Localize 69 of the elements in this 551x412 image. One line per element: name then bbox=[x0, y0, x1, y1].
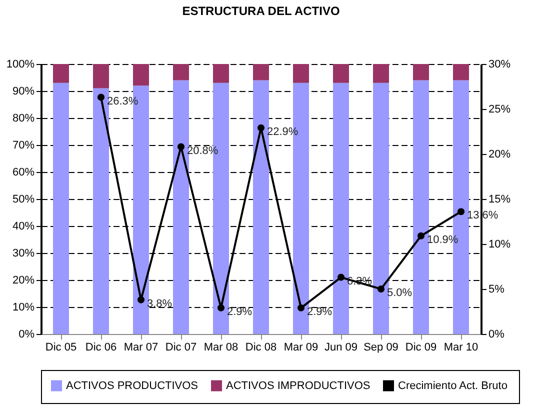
x-tick-label: Dic 07 bbox=[165, 342, 197, 354]
point bbox=[97, 94, 105, 101]
bar bbox=[93, 64, 109, 88]
chart-title: ESTRUCTURA DEL ACTIVO bbox=[182, 4, 340, 18]
point bbox=[337, 274, 345, 281]
data-label: 2.9% bbox=[227, 306, 252, 318]
y-tick-label: 10% bbox=[12, 302, 35, 314]
x-tick-label: Dic 09 bbox=[405, 342, 437, 354]
y-tick-label: 20% bbox=[12, 274, 35, 286]
y-tick-label: 100% bbox=[6, 58, 35, 70]
data-label: 3.8% bbox=[147, 298, 172, 310]
y-tick-label: 70% bbox=[12, 140, 35, 152]
point bbox=[217, 304, 225, 312]
data-label: 10.9% bbox=[427, 234, 458, 246]
data-label: 2.9% bbox=[307, 306, 332, 318]
x-tick-label: Mar 09 bbox=[284, 342, 318, 354]
bar bbox=[173, 64, 189, 80]
y-tick-label: 80% bbox=[12, 112, 35, 124]
point bbox=[137, 296, 145, 304]
legend-label: ACTIVOS IMPRODUCTIVOS bbox=[226, 380, 370, 392]
bar bbox=[133, 64, 149, 86]
y2-tick-label: 0% bbox=[488, 328, 505, 340]
point bbox=[177, 143, 185, 150]
data-label: 22.9% bbox=[267, 126, 298, 138]
bar bbox=[93, 88, 109, 334]
x-tick-label: Mar 07 bbox=[124, 342, 158, 354]
bar bbox=[413, 80, 429, 334]
y-tick-label: 0% bbox=[18, 328, 35, 340]
x-tick-label: Dic 05 bbox=[45, 342, 77, 354]
data-label: 5.0% bbox=[387, 287, 412, 299]
point bbox=[417, 232, 425, 240]
bar bbox=[373, 64, 389, 83]
y-tick-label: 40% bbox=[12, 220, 35, 232]
x-tick-label: Mar 08 bbox=[204, 342, 238, 354]
x-tick-label: Dic 06 bbox=[85, 342, 117, 354]
x-tick-label: Dic 08 bbox=[245, 342, 277, 354]
point bbox=[297, 304, 305, 312]
y2-tick-label: 15% bbox=[488, 194, 511, 206]
point bbox=[457, 208, 465, 216]
y-tick-label: 60% bbox=[12, 166, 35, 178]
y2-tick-label: 25% bbox=[488, 104, 511, 116]
data-label: 26.3% bbox=[107, 95, 138, 108]
legend-label: Crecimiento Act. Bruto bbox=[398, 380, 508, 392]
bar bbox=[253, 64, 269, 80]
y-tick-label: 90% bbox=[12, 86, 35, 98]
bar bbox=[53, 82, 69, 334]
y-tick-label: 50% bbox=[12, 194, 35, 206]
bar bbox=[333, 64, 349, 83]
bar bbox=[413, 64, 429, 80]
y2-tick-label: 5% bbox=[488, 284, 505, 296]
point bbox=[377, 285, 385, 293]
bar bbox=[213, 64, 229, 83]
y2-tick-label: 30% bbox=[488, 58, 511, 70]
bar bbox=[333, 82, 349, 334]
bar bbox=[173, 80, 189, 334]
bar bbox=[373, 82, 389, 334]
y2-tick-label: 20% bbox=[488, 148, 511, 160]
x-tick-label: Jun 09 bbox=[324, 342, 358, 354]
bar bbox=[253, 80, 269, 334]
legend-label: ACTIVOS PRODUCTIVOS bbox=[66, 380, 198, 392]
y2-tick-label: 10% bbox=[488, 238, 511, 250]
bar bbox=[453, 64, 469, 80]
data-label: 20.8% bbox=[187, 144, 218, 157]
point bbox=[257, 124, 265, 132]
bar bbox=[53, 64, 69, 83]
y-tick-label: 30% bbox=[12, 248, 35, 260]
x-tick-label: Mar 10 bbox=[444, 342, 478, 354]
x-tick-label: Sep 09 bbox=[364, 342, 398, 354]
bar bbox=[293, 64, 309, 83]
